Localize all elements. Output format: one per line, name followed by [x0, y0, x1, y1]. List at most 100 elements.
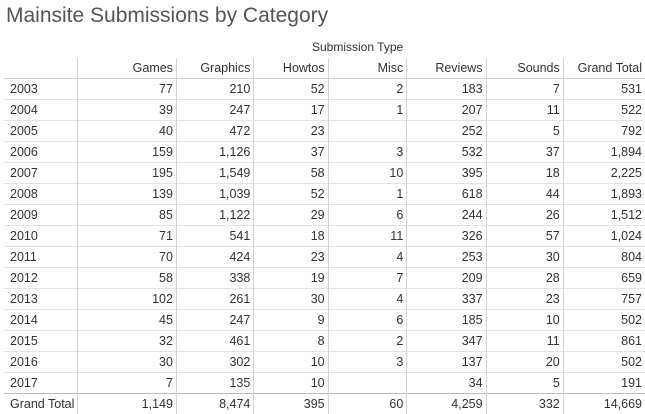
table-cell: 792 — [563, 121, 645, 142]
table-cell: 326 — [407, 226, 486, 247]
table-cell: 135 — [176, 373, 253, 394]
table-cell: 191 — [563, 373, 645, 394]
table-cell: 32 — [78, 331, 177, 352]
table-cell: 58 — [254, 163, 328, 184]
column-header-games: Games — [78, 58, 177, 79]
row-label-year: 2017 — [4, 373, 78, 394]
table-cell: 77 — [78, 79, 177, 100]
column-header-misc: Misc — [328, 58, 407, 79]
table-cell: 70 — [78, 247, 177, 268]
table-cell: 2 — [328, 331, 407, 352]
table-cell: 7 — [328, 268, 407, 289]
table-cell: 1,122 — [176, 205, 253, 226]
table-cell — [328, 121, 407, 142]
table-cell: 6 — [328, 205, 407, 226]
row-label-year: 2010 — [4, 226, 78, 247]
table-cell: 338 — [176, 268, 253, 289]
table-cell: 58 — [78, 268, 177, 289]
table-cell: 34 — [407, 373, 486, 394]
table-cell: 71 — [78, 226, 177, 247]
table-cell: 45 — [78, 310, 177, 331]
table-cell: 861 — [563, 331, 645, 352]
table-cell: 11 — [328, 226, 407, 247]
table-cell: 37 — [486, 142, 563, 163]
row-label-year: 2016 — [4, 352, 78, 373]
table-cell: 424 — [176, 247, 253, 268]
table-cell: 209 — [407, 268, 486, 289]
row-label-year: 2003 — [4, 79, 78, 100]
table-cell: 40 — [78, 121, 177, 142]
table-cell: 29 — [254, 205, 328, 226]
table-cell: 137 — [407, 352, 486, 373]
table-cell: 247 — [176, 310, 253, 331]
table-cell: 139 — [78, 184, 177, 205]
table-cell: 57 — [486, 226, 563, 247]
table-cell: 4 — [328, 289, 407, 310]
row-label-year: 2004 — [4, 100, 78, 121]
table-cell: 210 — [176, 79, 253, 100]
table-cell: 347 — [407, 331, 486, 352]
table-cell: 52 — [254, 184, 328, 205]
column-header-reviews: Reviews — [407, 58, 486, 79]
table-cell: 7 — [486, 79, 563, 100]
table-cell: 541 — [176, 226, 253, 247]
table-cell: 461 — [176, 331, 253, 352]
grand-total-cell: 395 — [254, 394, 328, 414]
table-cell: 195 — [78, 163, 177, 184]
table-cell: 3 — [328, 142, 407, 163]
table-cell: 44 — [486, 184, 563, 205]
table-cell: 7 — [78, 373, 177, 394]
table-cell: 757 — [563, 289, 645, 310]
table-cell: 6 — [328, 310, 407, 331]
table-cell: 37 — [254, 142, 328, 163]
table-cell: 472 — [176, 121, 253, 142]
table-cell: 8 — [254, 331, 328, 352]
table-cell: 804 — [563, 247, 645, 268]
table-cell: 247 — [176, 100, 253, 121]
table-cell: 10 — [254, 352, 328, 373]
table-cell: 1,549 — [176, 163, 253, 184]
table-cell: 159 — [78, 142, 177, 163]
grand-total-cell: 4,259 — [407, 394, 486, 414]
table-cell: 252 — [407, 121, 486, 142]
column-header-sounds: Sounds — [486, 58, 563, 79]
table-cell: 17 — [254, 100, 328, 121]
table-cell: 11 — [486, 100, 563, 121]
row-label-year: 2008 — [4, 184, 78, 205]
table-cell: 28 — [486, 268, 563, 289]
column-header-grand-total: Grand Total — [563, 58, 645, 79]
row-label-year: 2012 — [4, 268, 78, 289]
table-cell: 11 — [486, 331, 563, 352]
chart-container: Mainsite Submissions by Category Submiss… — [0, 0, 645, 403]
table-cell: 30 — [254, 289, 328, 310]
table-cell: 39 — [78, 100, 177, 121]
chart-title: Mainsite Submissions by Category — [6, 4, 328, 28]
table-cell: 102 — [78, 289, 177, 310]
table-cell: 1 — [328, 100, 407, 121]
table-cell: 1,039 — [176, 184, 253, 205]
grand-total-label: Grand Total — [4, 394, 78, 414]
table-cell: 502 — [563, 310, 645, 331]
row-label-year: 2014 — [4, 310, 78, 331]
table-cell: 18 — [486, 163, 563, 184]
column-group-label: Submission Type — [312, 40, 403, 54]
table-cell: 10 — [328, 163, 407, 184]
table-cell: 23 — [254, 121, 328, 142]
table-cell: 302 — [176, 352, 253, 373]
table-cell: 1,894 — [563, 142, 645, 163]
table-cell: 395 — [407, 163, 486, 184]
year-header-cell — [4, 58, 78, 79]
